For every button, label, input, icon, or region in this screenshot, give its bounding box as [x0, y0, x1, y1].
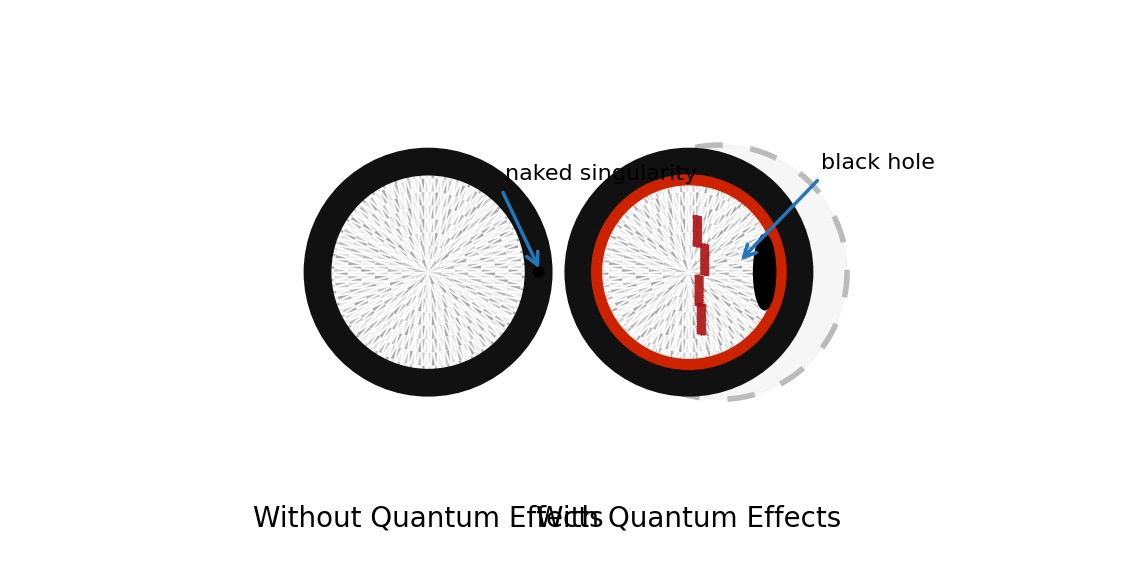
- Circle shape: [321, 165, 535, 379]
- Text: Without Quantum Effects: Without Quantum Effects: [253, 505, 603, 533]
- Circle shape: [533, 267, 543, 277]
- Ellipse shape: [754, 235, 776, 310]
- Polygon shape: [674, 145, 847, 399]
- Text: naked singularity: naked singularity: [505, 164, 697, 184]
- Text: With Quantum Effects: With Quantum Effects: [536, 505, 841, 533]
- Circle shape: [582, 165, 796, 379]
- Text: black hole: black hole: [821, 153, 934, 173]
